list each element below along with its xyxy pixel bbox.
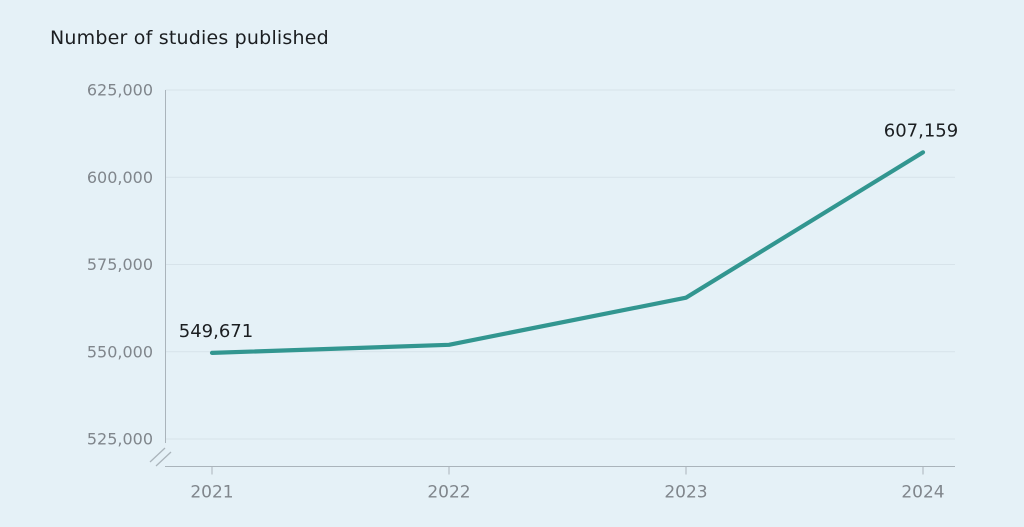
axis-break-icon <box>155 451 172 467</box>
axis-break-icon <box>149 447 166 463</box>
point-value-label: 549,671 <box>179 321 253 342</box>
chart-title: Number of studies published <box>50 27 329 49</box>
x-tick-label: 2022 <box>427 483 470 503</box>
trend-line <box>209 150 926 355</box>
x-tick-label: 2023 <box>664 483 707 503</box>
y-tick-label: 550,000 <box>87 342 153 361</box>
point-value-label: 607,159 <box>884 120 958 141</box>
y-tick-label: 600,000 <box>87 168 153 187</box>
x-tick-label: 2021 <box>190 483 233 503</box>
y-tick-label: 575,000 <box>87 255 153 274</box>
y-tick-label: 525,000 <box>87 430 153 449</box>
x-tick-label: 2024 <box>901 483 944 503</box>
y-tick-label: 625,000 <box>87 81 153 100</box>
